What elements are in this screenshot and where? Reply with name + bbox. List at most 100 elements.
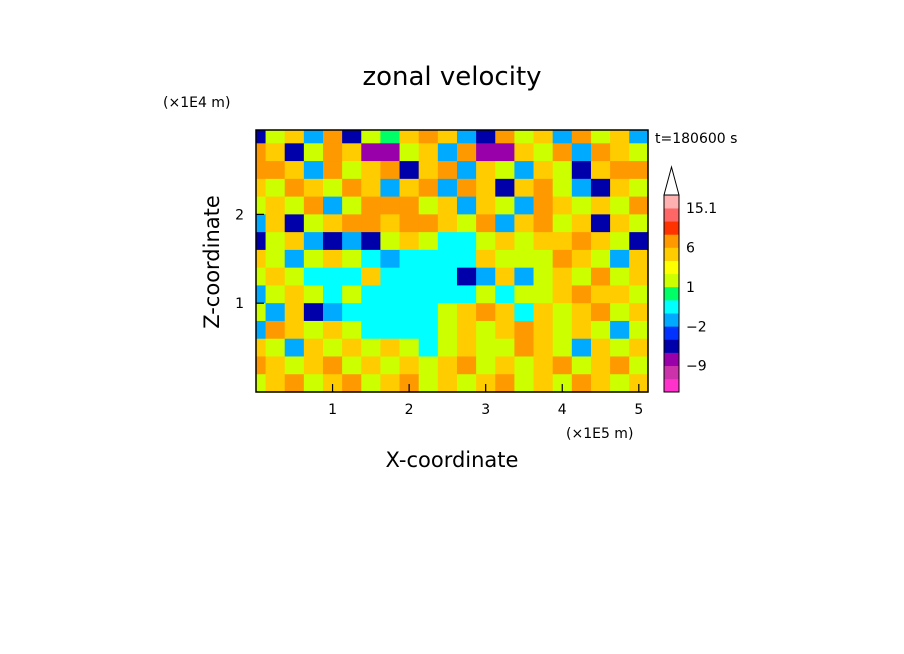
x-tick-label: 5: [634, 402, 643, 418]
heatmap-cell: [342, 161, 362, 180]
x-axis-unit: (×1E5 m): [566, 426, 633, 442]
heatmap-cell: [495, 356, 515, 375]
heatmap-cell: [590, 130, 611, 144]
heatmap-cell: [552, 320, 573, 340]
heatmap-cell: [571, 130, 592, 144]
heatmap-cell: [476, 130, 496, 144]
heatmap-cell: [533, 285, 554, 304]
heatmap-cell: [361, 356, 382, 375]
heatmap-cell: [456, 303, 477, 322]
chart-title: zonal velocity: [362, 62, 541, 92]
heatmap-cell: [437, 356, 458, 375]
heatmap-cell: [590, 214, 611, 233]
heatmap-cell: [303, 338, 324, 358]
heatmap-cell: [399, 143, 420, 162]
heatmap-cell: [303, 161, 324, 180]
heatmap-cell: [533, 214, 554, 233]
colorbar-label: −2: [686, 319, 707, 335]
heatmap-cell: [610, 374, 630, 393]
heatmap-cell: [552, 130, 573, 144]
heatmap-cell: [322, 196, 343, 215]
heatmap-cell: [284, 320, 305, 340]
heatmap-cell: [256, 214, 267, 233]
heatmap-cell: [514, 267, 535, 287]
heatmap-cell: [265, 232, 286, 251]
heatmap-cell: [361, 320, 382, 340]
heatmap-cell: [590, 303, 611, 322]
heatmap-cell: [322, 303, 343, 322]
heatmap-cell: [284, 161, 305, 180]
colorbar-segment: [664, 378, 679, 393]
heatmap-cell: [514, 303, 535, 322]
heatmap-cell: [399, 178, 420, 198]
y-axis-unit: (×1E4 m): [163, 95, 230, 111]
heatmap-cell: [533, 303, 554, 322]
y-tick-label: 1: [235, 296, 244, 312]
heatmap-cell: [571, 232, 592, 251]
heatmap-cell: [456, 178, 477, 198]
heatmap-cell: [322, 249, 343, 269]
heatmap-cell: [284, 249, 305, 269]
heatmap-cell: [629, 374, 649, 393]
heatmap-cell: [590, 356, 611, 375]
heatmap-cell: [629, 196, 649, 215]
heatmap-cell: [571, 356, 592, 375]
heatmap-cell: [456, 143, 477, 162]
heatmap-cell: [437, 249, 458, 269]
heatmap-cell: [303, 214, 324, 233]
heatmap-cell: [437, 130, 458, 144]
heatmap-cell: [361, 130, 382, 144]
heatmap-cell: [303, 320, 324, 340]
heatmap-cell: [552, 356, 573, 375]
heatmap-cell: [265, 374, 286, 393]
heatmap-cell: [380, 130, 401, 144]
heatmap-cell: [380, 232, 401, 251]
heatmap-cell: [437, 143, 458, 162]
heatmap-cell: [437, 285, 458, 304]
colorbar-segment: [664, 313, 679, 327]
heatmap-cell: [361, 285, 382, 304]
colorbar-segment: [664, 234, 679, 248]
heatmap-cell: [552, 178, 573, 198]
heatmap-cell: [590, 338, 611, 358]
heatmap-cell: [571, 320, 592, 340]
heatmap-cell: [629, 130, 649, 144]
heatmap-cell: [514, 178, 535, 198]
heatmap-cell: [456, 374, 477, 393]
heatmap-cell: [495, 196, 515, 215]
colorbar-segment: [664, 208, 679, 222]
heatmap-cell: [629, 303, 649, 322]
heatmap-cell: [265, 267, 286, 287]
heatmap-cell: [322, 178, 343, 198]
heatmap-cell: [265, 143, 286, 162]
colorbar-segment: [664, 273, 679, 288]
heatmap-cell: [303, 356, 324, 375]
heatmap-cell: [399, 356, 420, 375]
heatmap-cell: [361, 143, 382, 162]
heatmap-cell: [495, 374, 515, 393]
heatmap-cell: [380, 374, 401, 393]
heatmap-cell: [533, 338, 554, 358]
heatmap-cell: [476, 214, 496, 233]
heatmap-cell: [571, 338, 592, 358]
heatmap-cell: [322, 161, 343, 180]
colorbar-label: 6: [686, 241, 695, 257]
heatmap-cell: [476, 374, 496, 393]
heatmap-cell: [533, 143, 554, 162]
colorbar-segment: [664, 365, 679, 380]
heatmap-cell: [456, 285, 477, 304]
colorbar-segment: [664, 352, 679, 367]
heatmap-cell: [256, 249, 267, 269]
heatmap-cell: [610, 338, 630, 358]
heatmap-cell: [361, 196, 382, 215]
heatmap-cell: [399, 374, 420, 393]
heatmap-cell: [342, 303, 362, 322]
heatmap-cell: [265, 249, 286, 269]
heatmap-cell: [514, 285, 535, 304]
heatmap-cell: [571, 196, 592, 215]
heatmap-cell: [284, 338, 305, 358]
heatmap-cell: [533, 374, 554, 393]
heatmap-cell: [437, 196, 458, 215]
heatmap-cell: [284, 130, 305, 144]
heatmap-cell: [629, 232, 649, 251]
